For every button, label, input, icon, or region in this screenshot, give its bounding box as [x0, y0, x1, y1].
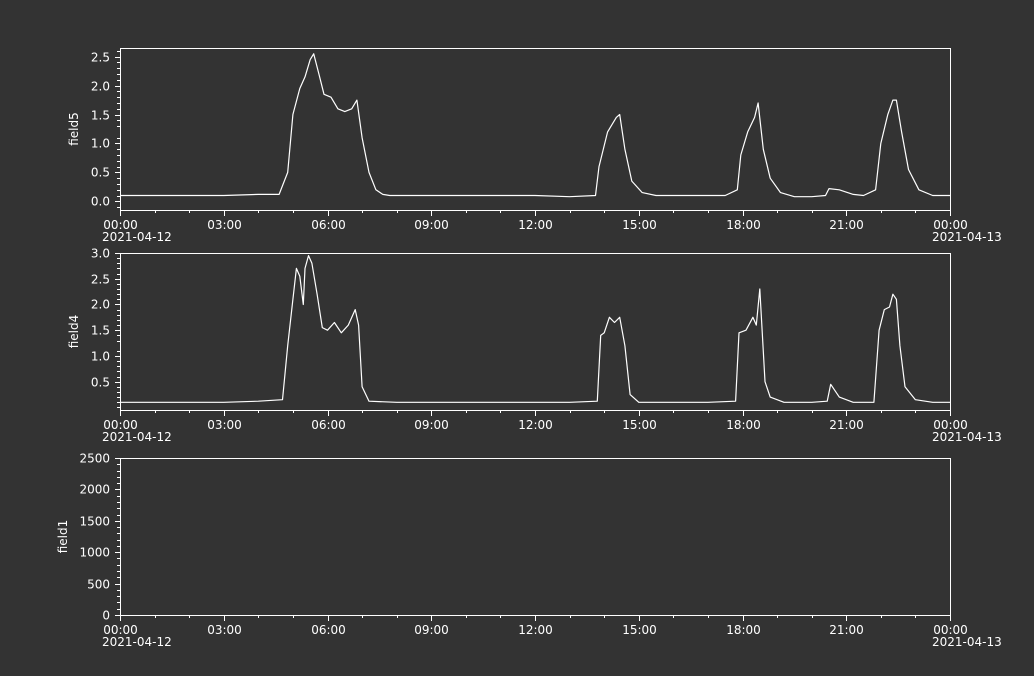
y-tick-label: 0.5: [91, 376, 110, 390]
x-date-label-end: 2021-04-13: [932, 430, 1002, 444]
x-tick-label: 15:00: [622, 218, 657, 232]
y-tick-label: 1.5: [91, 109, 110, 123]
y-axis-label: field5: [67, 112, 81, 146]
y-tick-label: 0.0: [91, 195, 110, 209]
y-tick-label: 1.0: [91, 350, 110, 364]
y-tick-label: 2.0: [91, 298, 110, 312]
x-tick-label: 03:00: [207, 218, 242, 232]
y-axis-label: field4: [67, 315, 81, 349]
y-tick-label: 2500: [79, 452, 110, 466]
series-line-field5: [120, 53, 950, 198]
y-tick-label: 2.5: [91, 273, 110, 287]
x-tick-label: 21:00: [829, 623, 864, 637]
x-tick-label: 00:00: [933, 623, 968, 637]
x-tick-label: 06:00: [311, 418, 346, 432]
x-tick-label: 00:00: [103, 218, 138, 232]
x-tick-label: 03:00: [207, 623, 242, 637]
y-tick-label: 2000: [79, 483, 110, 497]
x-tick-label: 18:00: [726, 218, 761, 232]
x-date-label-end: 2021-04-13: [932, 230, 1002, 244]
y-tick-label: 1.0: [91, 137, 110, 151]
y-tick-label: 1000: [79, 546, 110, 560]
x-tick-label: 15:00: [622, 418, 657, 432]
x-date-label-start: 2021-04-12: [102, 430, 172, 444]
x-tick-label: 00:00: [933, 218, 968, 232]
x-date-label-start: 2021-04-12: [102, 635, 172, 649]
y-tick-label: 1.5: [91, 324, 110, 338]
x-tick-label: 06:00: [311, 623, 346, 637]
x-tick-label: 12:00: [518, 418, 553, 432]
y-tick-label: 2.5: [91, 51, 110, 65]
series-line-field4: [120, 255, 950, 403]
y-tick-label: 500: [87, 578, 110, 592]
x-tick-label: 18:00: [726, 623, 761, 637]
x-tick-label: 09:00: [414, 623, 449, 637]
y-tick-label: 1500: [79, 515, 110, 529]
x-tick-label: 06:00: [311, 218, 346, 232]
y-axis-label: field1: [56, 520, 70, 554]
x-tick-label: 09:00: [414, 418, 449, 432]
y-tick-label: 0.5: [91, 166, 110, 180]
plot-frame-1: [120, 48, 951, 211]
y-tick-label: 2.0: [91, 80, 110, 94]
x-tick-label: 00:00: [103, 623, 138, 637]
x-tick-label: 18:00: [726, 418, 761, 432]
x-date-label-start: 2021-04-12: [102, 230, 172, 244]
x-tick-label: 00:00: [103, 418, 138, 432]
x-tick-label: 15:00: [622, 623, 657, 637]
plot-frame-2: [120, 253, 951, 411]
plot-frame-3: [120, 458, 951, 616]
x-date-label-end: 2021-04-13: [932, 635, 1002, 649]
x-tick-label: 00:00: [933, 418, 968, 432]
x-tick-label: 12:00: [518, 218, 553, 232]
x-tick-label: 21:00: [829, 418, 864, 432]
y-tick-label: 0: [102, 609, 110, 623]
x-tick-label: 03:00: [207, 418, 242, 432]
y-tick-label: 3.0: [91, 247, 110, 261]
x-tick-label: 21:00: [829, 218, 864, 232]
x-tick-label: 09:00: [414, 218, 449, 232]
x-tick-label: 12:00: [518, 623, 553, 637]
